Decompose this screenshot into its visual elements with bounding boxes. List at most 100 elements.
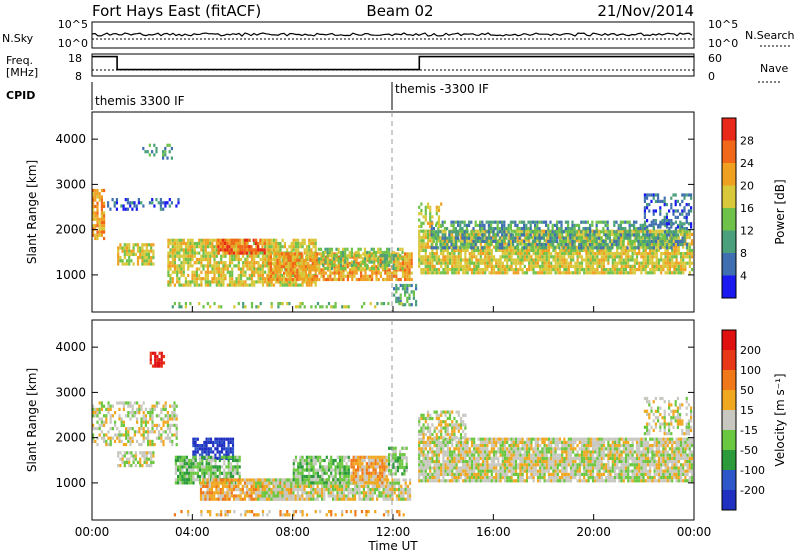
- power-cbar-swatch: [722, 230, 736, 253]
- power-cell: [442, 239, 445, 243]
- power-cell: [547, 261, 551, 265]
- power-cell: [642, 255, 645, 259]
- velocity-cell: [125, 451, 129, 455]
- power-cell: [536, 261, 540, 265]
- power-cell: [422, 229, 425, 233]
- velocity-cell: [175, 417, 178, 421]
- velocity-cell: [144, 417, 147, 421]
- power-cell: [255, 254, 258, 258]
- power-cell: [283, 283, 287, 287]
- power-cell: [646, 255, 650, 259]
- velocity-cell: [214, 447, 217, 451]
- power-cell: [338, 277, 341, 282]
- power-cell: [145, 252, 148, 256]
- power-cell: [657, 199, 660, 203]
- power-cell: [435, 243, 438, 247]
- power-cell: [98, 217, 101, 221]
- velocity-cell: [214, 465, 217, 469]
- power-cell: [401, 257, 404, 261]
- power-cell: [657, 261, 661, 265]
- power-cell: [420, 255, 423, 259]
- power-cell: [551, 233, 554, 237]
- power-cell: [633, 252, 636, 256]
- power-cell: [643, 222, 646, 226]
- velocity-cell: [109, 420, 112, 424]
- power-cell: [429, 236, 432, 240]
- power-cell: [228, 254, 232, 258]
- power-cell: [457, 220, 460, 224]
- power-cell: [488, 252, 491, 256]
- power-cell: [602, 255, 606, 259]
- power-cell: [397, 299, 400, 304]
- power-cell: [277, 241, 280, 246]
- power-cell: [578, 229, 581, 233]
- power-cell: [274, 277, 277, 282]
- power-cell: [475, 271, 478, 275]
- power-cell: [285, 265, 288, 269]
- power-cell: [594, 271, 597, 275]
- power-cell: [585, 258, 588, 262]
- power-cell: [209, 270, 212, 274]
- power-cell: [553, 246, 556, 250]
- power-cell: [94, 233, 97, 237]
- power-cell: [523, 236, 526, 240]
- power-cell: [426, 236, 430, 240]
- velocity-cell: [107, 436, 110, 440]
- power-cell: [335, 258, 338, 262]
- velocity-cell: [147, 430, 150, 434]
- velocity-cell: [216, 447, 219, 451]
- power-cell: [673, 255, 676, 259]
- power-cell: [666, 255, 669, 259]
- power-cell: [589, 264, 592, 268]
- power-cell: [269, 271, 272, 275]
- power-cell: [211, 245, 214, 249]
- power-cell: [324, 255, 327, 259]
- power-cell: [195, 267, 198, 271]
- power-cell: [274, 258, 277, 262]
- power-cell: [250, 305, 254, 309]
- power-cell: [242, 267, 245, 271]
- power-cell: [507, 223, 510, 227]
- power-cell: [476, 239, 479, 243]
- velocity-cell: [229, 481, 232, 485]
- power-cell: [479, 268, 482, 272]
- velocity-cell: [105, 443, 108, 447]
- noise-sky-line: [91, 32, 693, 37]
- power-ytick-label: 4000: [55, 132, 86, 146]
- power-cell: [685, 246, 688, 250]
- power-cell: [565, 264, 568, 268]
- power-cell: [481, 227, 484, 231]
- power-cell: [580, 236, 583, 240]
- velocity-cell: [217, 491, 220, 495]
- power-cell: [429, 205, 432, 209]
- velocity-cell: [234, 471, 237, 475]
- power-cell: [264, 280, 267, 284]
- velocity-cell: [107, 443, 110, 447]
- power-cell: [541, 255, 544, 259]
- power-cell: [173, 261, 176, 265]
- power-cell: [440, 252, 443, 256]
- velocity-cell: [122, 401, 125, 405]
- power-cell: [613, 258, 617, 262]
- power-cell: [582, 246, 585, 250]
- power-cell: [399, 254, 402, 258]
- power-cell: [668, 219, 671, 223]
- velocity-cell: [181, 465, 184, 469]
- power-cell: [473, 255, 476, 259]
- power-cell: [532, 236, 535, 240]
- power-cell: [517, 268, 520, 272]
- power-cell: [123, 246, 126, 250]
- power-cell: [151, 150, 154, 154]
- power-cell: [600, 220, 603, 224]
- power-cell: [521, 239, 524, 243]
- power-cell: [431, 236, 434, 240]
- power-cell: [392, 266, 395, 271]
- power-cell: [272, 248, 276, 252]
- velocity-cell: [196, 478, 199, 482]
- power-cell: [655, 245, 658, 249]
- power-cell: [492, 255, 496, 259]
- velocity-cell: [221, 455, 224, 459]
- power-cell: [474, 236, 477, 240]
- power-cell: [441, 236, 444, 240]
